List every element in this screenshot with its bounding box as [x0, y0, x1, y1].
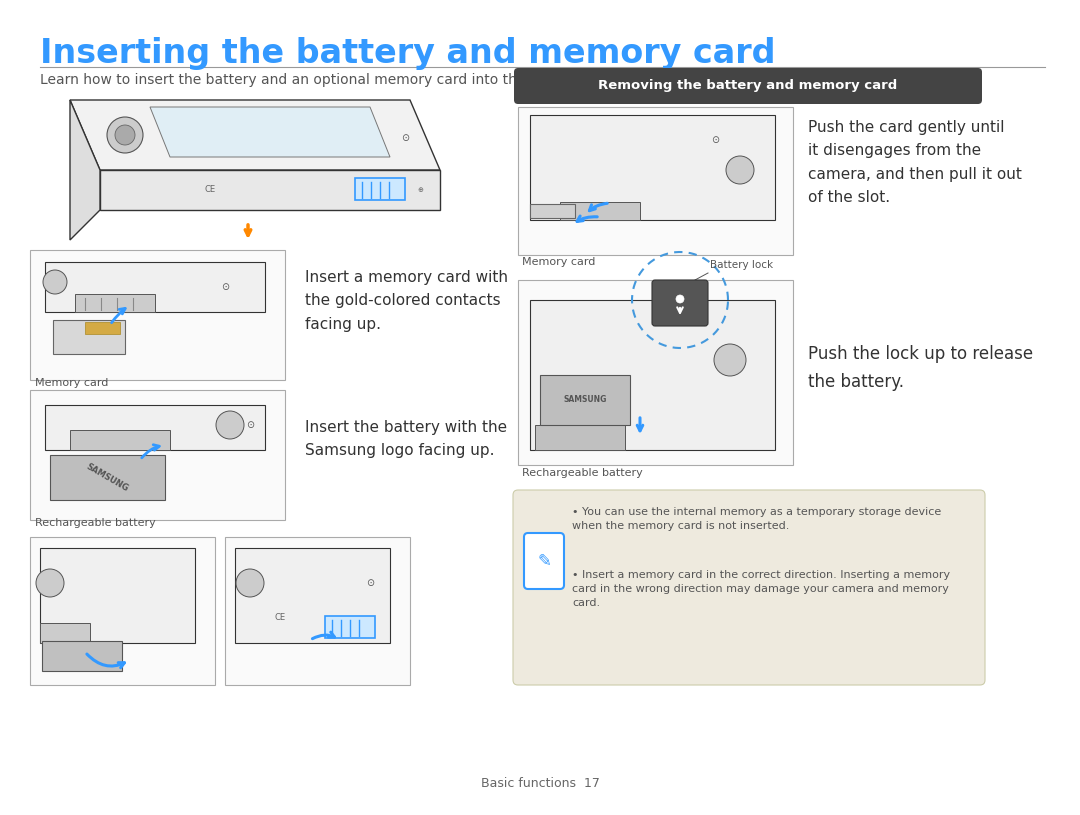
FancyBboxPatch shape [535, 425, 625, 450]
Text: Memory card: Memory card [35, 378, 108, 388]
Text: Learn how to insert the battery and an optional memory card into the camera.: Learn how to insert the battery and an o… [40, 73, 586, 87]
Circle shape [36, 569, 64, 597]
FancyBboxPatch shape [40, 623, 90, 643]
FancyBboxPatch shape [30, 250, 285, 380]
Text: Rechargeable battery: Rechargeable battery [522, 468, 643, 478]
FancyBboxPatch shape [530, 204, 575, 218]
Text: ⊙: ⊙ [711, 135, 719, 145]
FancyBboxPatch shape [513, 490, 985, 685]
FancyBboxPatch shape [514, 68, 982, 104]
Text: Removing the battery and memory card: Removing the battery and memory card [598, 80, 897, 92]
FancyBboxPatch shape [530, 300, 775, 450]
FancyBboxPatch shape [355, 178, 405, 200]
Text: ⊙: ⊙ [246, 420, 254, 430]
Text: Rechargeable battery: Rechargeable battery [35, 518, 156, 528]
Text: Memory card: Memory card [522, 257, 595, 267]
Text: • You can use the internal memory as a temporary storage device
when the memory : • You can use the internal memory as a t… [572, 507, 942, 531]
Text: Push the card gently until
it disengages from the
camera, and then pull it out
o: Push the card gently until it disengages… [808, 120, 1022, 205]
Polygon shape [50, 455, 165, 500]
Text: ⊙: ⊙ [366, 578, 374, 588]
Circle shape [216, 411, 244, 439]
Text: ⊙: ⊙ [401, 133, 409, 143]
Circle shape [714, 344, 746, 376]
Circle shape [43, 270, 67, 294]
Polygon shape [150, 107, 390, 157]
Text: SAMSUNG: SAMSUNG [84, 462, 130, 494]
Polygon shape [70, 100, 100, 240]
FancyBboxPatch shape [235, 548, 390, 643]
Text: Inserting the battery and memory card: Inserting the battery and memory card [40, 37, 775, 70]
FancyBboxPatch shape [85, 322, 120, 334]
Polygon shape [53, 320, 125, 354]
Text: SAMSUNG: SAMSUNG [564, 395, 607, 404]
FancyBboxPatch shape [518, 107, 793, 255]
FancyBboxPatch shape [325, 616, 375, 638]
Text: • Insert a memory card in the correct direction. Inserting a memory
card in the : • Insert a memory card in the correct di… [572, 570, 950, 608]
FancyBboxPatch shape [540, 375, 630, 425]
Text: ⊕: ⊕ [417, 187, 423, 193]
FancyBboxPatch shape [30, 537, 215, 685]
FancyBboxPatch shape [75, 294, 156, 312]
Polygon shape [70, 100, 440, 170]
Text: ✎: ✎ [537, 552, 551, 570]
FancyBboxPatch shape [561, 202, 640, 220]
Text: ⊙: ⊙ [691, 310, 699, 320]
FancyBboxPatch shape [70, 430, 170, 450]
Polygon shape [45, 405, 265, 450]
FancyBboxPatch shape [518, 280, 793, 465]
Text: Battery lock: Battery lock [710, 260, 773, 270]
FancyBboxPatch shape [225, 537, 410, 685]
Circle shape [107, 117, 143, 153]
Polygon shape [100, 170, 440, 210]
Text: ⊙: ⊙ [221, 282, 229, 292]
Polygon shape [45, 262, 265, 312]
Circle shape [237, 569, 264, 597]
FancyBboxPatch shape [42, 641, 122, 671]
Text: Insert the battery with the
Samsung logo facing up.: Insert the battery with the Samsung logo… [305, 420, 508, 458]
Text: Insert a memory card with
the gold-colored contacts
facing up.: Insert a memory card with the gold-color… [305, 270, 508, 332]
Circle shape [114, 125, 135, 145]
FancyBboxPatch shape [30, 390, 285, 520]
Text: CE: CE [274, 614, 285, 623]
Text: Basic functions  17: Basic functions 17 [481, 777, 599, 790]
Text: CE: CE [204, 186, 216, 195]
FancyBboxPatch shape [652, 280, 708, 326]
FancyBboxPatch shape [40, 548, 195, 643]
Text: Push the lock up to release
the battery.: Push the lock up to release the battery. [808, 345, 1034, 391]
Circle shape [726, 156, 754, 184]
FancyBboxPatch shape [530, 115, 775, 220]
Circle shape [676, 295, 684, 303]
FancyBboxPatch shape [524, 533, 564, 589]
